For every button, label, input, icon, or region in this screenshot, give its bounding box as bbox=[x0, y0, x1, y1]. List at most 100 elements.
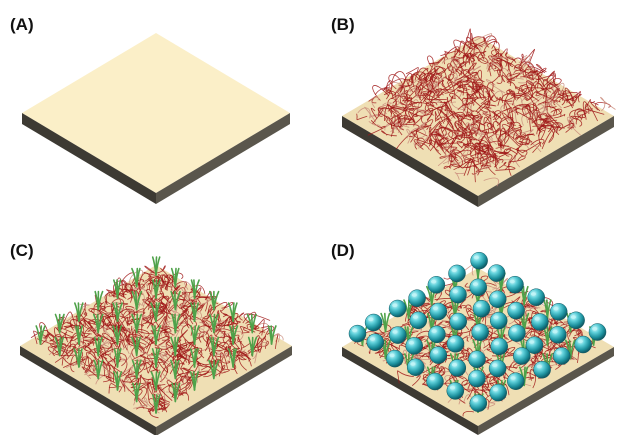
sphere-highlight bbox=[451, 268, 457, 273]
fiber-strand bbox=[221, 357, 231, 364]
sprout-stem bbox=[193, 348, 199, 368]
fiber-strand bbox=[600, 96, 616, 112]
fiber-strand bbox=[532, 111, 543, 123]
fiber-strand bbox=[445, 112, 466, 122]
fiber-strand bbox=[224, 352, 236, 365]
fiber-strand bbox=[411, 375, 421, 387]
sprout bbox=[227, 348, 238, 368]
fiber-strand bbox=[379, 108, 393, 120]
sprout bbox=[131, 336, 141, 357]
fiber-strand bbox=[391, 71, 407, 89]
sprout bbox=[113, 371, 123, 391]
sprout bbox=[247, 336, 258, 357]
fiber-strand bbox=[499, 151, 509, 154]
fiber-strand bbox=[182, 302, 196, 306]
sprout-stem bbox=[213, 313, 219, 334]
sprout-stem bbox=[523, 366, 529, 387]
fiber-strand bbox=[441, 58, 460, 68]
fiber-strand bbox=[402, 94, 411, 102]
fiber-strand bbox=[397, 115, 402, 129]
sprout bbox=[190, 302, 199, 322]
fiber-strand bbox=[395, 123, 410, 130]
fiber-strand bbox=[142, 318, 154, 325]
fiber-strand bbox=[484, 401, 497, 409]
fiber-strand bbox=[61, 348, 80, 362]
sphere-highlight bbox=[510, 305, 516, 310]
fiber-strand bbox=[538, 121, 552, 133]
fiber-strand bbox=[180, 290, 192, 307]
fiber-strand bbox=[406, 127, 426, 139]
fiber-strand bbox=[410, 82, 418, 97]
sphere-highlight bbox=[492, 387, 498, 392]
fiber-strand bbox=[538, 103, 550, 111]
fiber-strand bbox=[467, 43, 484, 50]
sprout-stem bbox=[174, 336, 180, 357]
fiber-strand bbox=[522, 106, 534, 120]
fiber-strand bbox=[513, 64, 523, 70]
fiber-strand bbox=[237, 336, 245, 351]
sprout-stem bbox=[174, 267, 180, 288]
fiber-strand bbox=[159, 366, 169, 383]
fiber-strand bbox=[215, 326, 222, 335]
fiber-strand bbox=[433, 56, 445, 66]
fiber-strand bbox=[534, 118, 549, 126]
fiber-strand bbox=[497, 69, 508, 78]
sprout-stem bbox=[135, 382, 141, 403]
sphere-highlight bbox=[509, 279, 515, 284]
fiber-strand bbox=[518, 66, 539, 74]
fiber-strand bbox=[568, 118, 583, 127]
fiber-strand bbox=[161, 274, 177, 291]
fiber-strand bbox=[445, 113, 457, 134]
fiber-strand bbox=[547, 113, 562, 130]
fiber-strand bbox=[462, 410, 475, 417]
fiber-strand bbox=[104, 292, 127, 306]
fiber-strand bbox=[466, 111, 476, 124]
sphere bbox=[506, 275, 524, 294]
fiber-strand bbox=[137, 358, 146, 374]
fiber-strand bbox=[449, 92, 463, 102]
sprout bbox=[267, 325, 277, 345]
fiber-strand bbox=[404, 85, 421, 100]
fiber-strand bbox=[524, 66, 546, 80]
fiber-strand bbox=[144, 336, 160, 348]
sprout-stem bbox=[155, 325, 161, 345]
sphere-highlight bbox=[452, 316, 458, 321]
fiber-strand bbox=[408, 111, 416, 124]
fiber-strand bbox=[410, 102, 435, 108]
fiber-strand bbox=[429, 118, 450, 139]
sprout bbox=[132, 382, 141, 403]
fiber-strand bbox=[158, 307, 175, 316]
fiber-strand bbox=[483, 160, 496, 176]
fiber-strand bbox=[466, 386, 476, 400]
sprout bbox=[54, 336, 65, 357]
fiber-strand bbox=[518, 74, 534, 84]
fiber-strand bbox=[473, 51, 486, 57]
fiber-strand bbox=[249, 325, 266, 333]
fiber-strand bbox=[217, 320, 231, 327]
fiber-strand bbox=[122, 310, 132, 317]
fiber-strand bbox=[562, 122, 574, 133]
fiber-strand bbox=[541, 120, 558, 134]
sphere bbox=[448, 359, 467, 377]
sprout bbox=[35, 325, 46, 345]
fiber-strand bbox=[370, 107, 378, 119]
fiber-strand bbox=[493, 45, 509, 61]
fiber-strand bbox=[531, 117, 546, 132]
sprout-stem bbox=[384, 339, 391, 360]
sprout bbox=[209, 290, 220, 311]
fiber-strand bbox=[584, 103, 598, 122]
fiber-strand bbox=[457, 126, 464, 139]
sphere-highlight bbox=[429, 376, 435, 381]
panel-b-fiber-mesh bbox=[356, 28, 616, 187]
fiber-strand bbox=[147, 408, 155, 414]
fiber-strand bbox=[498, 161, 511, 169]
fiber-strand bbox=[535, 82, 547, 96]
fiber-strand bbox=[415, 124, 432, 133]
sphere bbox=[389, 326, 407, 344]
fiber-strand bbox=[193, 349, 205, 361]
fiber-strand bbox=[146, 289, 152, 297]
fiber-strand bbox=[482, 127, 499, 135]
sphere bbox=[574, 335, 592, 354]
fiber-strand bbox=[486, 348, 495, 354]
substrate-side-right bbox=[156, 346, 292, 435]
